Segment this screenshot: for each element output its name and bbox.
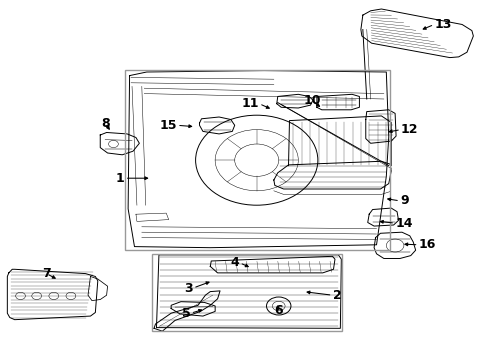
Bar [151,254,342,331]
Text: 11: 11 [241,97,259,110]
Text: 7: 7 [42,267,51,280]
Text: 6: 6 [274,304,283,317]
Text: 9: 9 [399,194,408,207]
Text: 3: 3 [184,282,193,294]
Text: 10: 10 [303,94,320,107]
Text: 16: 16 [418,238,435,251]
Text: 4: 4 [230,256,239,269]
Bar [124,70,389,250]
Text: 5: 5 [182,307,190,320]
Text: 12: 12 [400,123,418,136]
Text: 2: 2 [332,289,341,302]
Text: 15: 15 [159,119,177,132]
Text: 8: 8 [101,117,109,130]
Text: 1: 1 [116,172,124,185]
Text: 14: 14 [394,217,412,230]
Text: 13: 13 [433,18,451,31]
